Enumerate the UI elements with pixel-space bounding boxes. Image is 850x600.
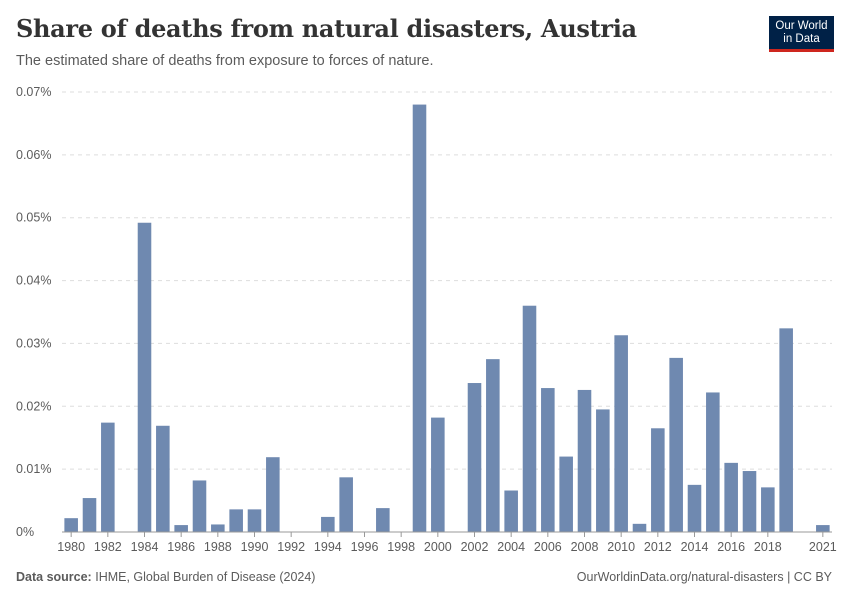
y-tick-label: 0%	[16, 525, 34, 539]
x-tick-label: 1986	[167, 540, 195, 554]
bar-1997[interactable]	[376, 508, 390, 532]
x-tick-label: 2018	[754, 540, 782, 554]
bar-2014[interactable]	[687, 484, 702, 532]
x-tick-label: 2016	[717, 540, 745, 554]
x-tick-label: 2000	[424, 540, 452, 554]
x-axis: 1980 1982 1984 1986 1988 1990 1992 1994 1996 1998…	[57, 531, 837, 554]
x-tick-label: 2012	[644, 540, 672, 554]
bar-2012[interactable]	[651, 428, 665, 532]
x-tick-label: 1996	[351, 540, 379, 554]
bar-chart: 0% 0.01% 0.02% 0.03% 0.04% 0.05% 0.06% 0.07% 19…	[16, 85, 837, 554]
bar-1981[interactable]	[82, 498, 97, 532]
bar-2021[interactable]	[816, 525, 830, 532]
bar-1985[interactable]	[156, 425, 170, 532]
x-tick-label: 1998	[387, 540, 415, 554]
bar-2007[interactable]	[559, 456, 573, 532]
bar-1989[interactable]	[229, 509, 243, 532]
logo-line-2: in Data	[783, 33, 820, 45]
y-tick-label: 0.01%	[16, 462, 51, 476]
x-tick-label: 1984	[131, 540, 159, 554]
chart-subtitle: The estimated share of deaths from expos…	[16, 53, 434, 69]
bar-1988[interactable]	[211, 524, 225, 532]
bar-2017[interactable]	[742, 471, 757, 532]
bar-1982[interactable]	[101, 422, 115, 532]
bar-1987[interactable]	[192, 480, 207, 532]
bar-2006[interactable]	[541, 388, 555, 532]
x-tick-label: 1992	[277, 540, 305, 554]
x-tick-label: 1990	[241, 540, 269, 554]
x-tick-label: 2006	[534, 540, 562, 554]
bar-2008[interactable]	[577, 389, 592, 532]
bar-2016[interactable]	[724, 462, 738, 532]
y-tick-label: 0.07%	[16, 85, 51, 99]
data-source-label: Data source:	[16, 570, 92, 584]
y-axis-labels: 0% 0.01% 0.02% 0.03% 0.04% 0.05% 0.06% 0.07%	[16, 85, 51, 539]
bar-1986[interactable]	[174, 525, 188, 532]
y-tick-label: 0.03%	[16, 336, 51, 350]
x-tick-label: 2014	[681, 540, 709, 554]
x-tick-label: 1982	[94, 540, 122, 554]
y-tick-label: 0.04%	[16, 274, 51, 288]
bar-2019[interactable]	[779, 328, 793, 532]
bar-2009[interactable]	[596, 409, 610, 532]
bar-2000[interactable]	[431, 417, 445, 532]
bar-2011[interactable]	[632, 523, 647, 532]
bar-2005[interactable]	[522, 305, 537, 532]
owid-logo[interactable]: Our World in Data	[769, 16, 834, 52]
x-tick-label: 1994	[314, 540, 342, 554]
bar-1980[interactable]	[64, 518, 78, 532]
x-tick-label: 1980	[57, 540, 85, 554]
x-tick-label: 2004	[497, 540, 525, 554]
bar-2002[interactable]	[467, 383, 482, 532]
bar-1999[interactable]	[412, 104, 427, 533]
x-tick-label: 2010	[607, 540, 635, 554]
data-source-text: IHME, Global Burden of Disease (2024)	[95, 570, 316, 584]
y-tick-label: 0.05%	[16, 211, 51, 225]
y-tick-label: 0.06%	[16, 148, 51, 162]
source-url-link[interactable]: OurWorldinData.org/natural-disasters | C…	[576, 570, 832, 584]
bar-2013[interactable]	[669, 357, 683, 532]
x-tick-label: 2008	[571, 540, 599, 554]
bar-1994[interactable]	[321, 516, 335, 532]
x-tick-label: 2021	[809, 540, 837, 554]
data-source: Data source: IHME, Global Burden of Dise…	[16, 570, 315, 584]
bars	[64, 104, 830, 533]
bar-2015[interactable]	[706, 392, 720, 532]
x-tick-label: 2002	[461, 540, 489, 554]
bar-1991[interactable]	[266, 457, 280, 532]
logo-line-1: Our World	[775, 20, 828, 32]
bar-1995[interactable]	[339, 477, 353, 532]
chart-title: Share of deaths from natural disasters, …	[16, 14, 637, 43]
bar-2018[interactable]	[761, 487, 775, 532]
bar-1990[interactable]	[247, 509, 262, 532]
grid-lines	[62, 91, 832, 470]
y-tick-label: 0.02%	[16, 399, 51, 413]
bar-2003[interactable]	[486, 359, 500, 532]
bar-1984[interactable]	[137, 222, 152, 532]
x-tick-label: 1988	[204, 540, 232, 554]
bar-2004[interactable]	[504, 490, 518, 532]
bar-2010[interactable]	[614, 335, 628, 532]
